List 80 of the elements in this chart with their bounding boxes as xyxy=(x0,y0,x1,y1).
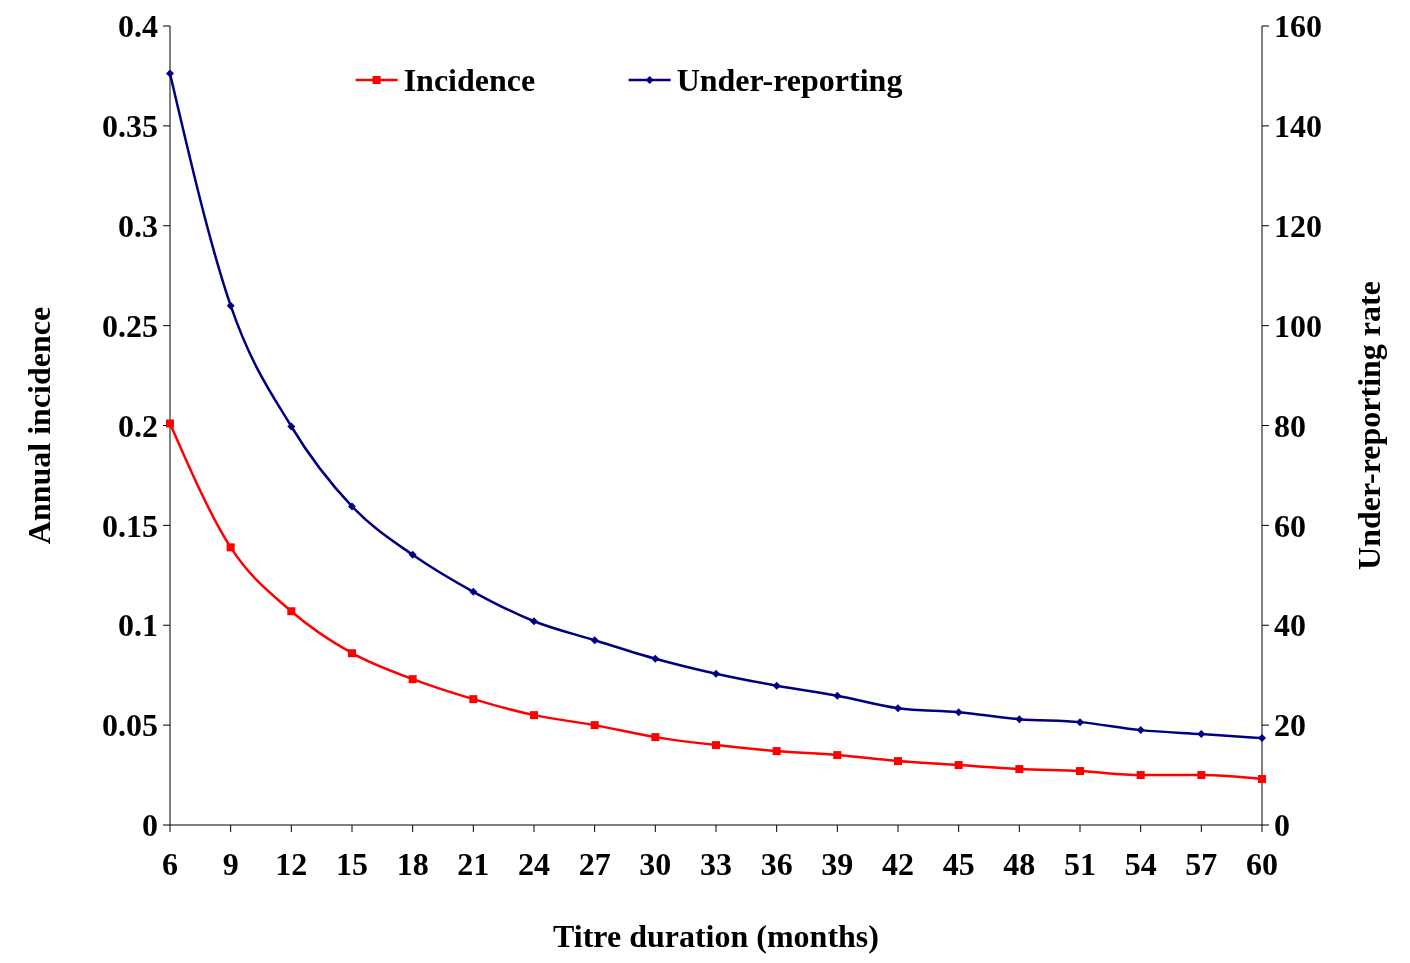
y2-tick-label: 120 xyxy=(1274,207,1322,244)
point xyxy=(469,695,478,704)
x-tick-label: 60 xyxy=(1246,846,1278,882)
x-tick-label: 39 xyxy=(821,846,854,882)
x-tick-label: 6 xyxy=(162,846,178,882)
point xyxy=(1136,771,1145,780)
x-axis-title: Titre duration (months) xyxy=(553,918,879,954)
y-tick-label: 0.4 xyxy=(118,8,158,45)
x-tick-label: 21 xyxy=(457,846,490,882)
point xyxy=(590,721,599,730)
point xyxy=(166,69,174,78)
y2-tick-label: 40 xyxy=(1274,607,1306,644)
point xyxy=(1136,726,1145,735)
point xyxy=(530,617,538,626)
y-tick-label: 0.05 xyxy=(102,707,158,744)
point xyxy=(894,704,902,713)
point xyxy=(894,757,902,766)
point xyxy=(651,733,660,742)
point xyxy=(833,691,842,700)
legend-label: Under-reporting xyxy=(676,62,903,99)
y-tick-label: 0.1 xyxy=(118,607,158,644)
x-tick-label: 57 xyxy=(1185,846,1218,882)
point xyxy=(772,681,781,690)
point xyxy=(226,543,235,552)
y-tick-label: 0.15 xyxy=(102,507,158,544)
point xyxy=(954,708,963,717)
y-tick-label: 0.3 xyxy=(118,207,158,244)
point xyxy=(348,502,356,511)
y2-tick-label: 140 xyxy=(1274,108,1322,145)
point xyxy=(530,711,538,720)
point xyxy=(408,550,417,559)
x-tick-label: 24 xyxy=(518,846,550,882)
x-tick-label: 45 xyxy=(942,846,975,882)
x-tick-label: 27 xyxy=(578,846,611,882)
y2-tick-label: 60 xyxy=(1274,507,1306,544)
point xyxy=(1015,765,1024,774)
y-tick-label: 0.2 xyxy=(118,407,158,444)
point xyxy=(1076,767,1084,776)
y2-tick-label: 0 xyxy=(1274,807,1290,844)
y2-tick-label: 160 xyxy=(1274,8,1322,45)
point xyxy=(712,669,720,678)
point xyxy=(408,675,417,684)
point xyxy=(833,751,842,760)
x-tick-label: 33 xyxy=(700,846,732,882)
y2-axis-title: Under-reporting rate xyxy=(1351,281,1387,570)
point xyxy=(772,747,781,756)
y-tick-label: 0.25 xyxy=(102,307,158,344)
point xyxy=(651,654,660,663)
x-tick-label: 54 xyxy=(1124,846,1157,882)
x-tick-label: 9 xyxy=(222,846,239,882)
x-tick-label: 12 xyxy=(275,846,308,882)
legend-label: Incidence xyxy=(403,62,536,99)
point xyxy=(287,607,296,616)
point xyxy=(348,649,356,658)
x-tick-label: 51 xyxy=(1064,846,1096,882)
point xyxy=(954,761,963,770)
y2-tick-label: 20 xyxy=(1274,707,1306,744)
y-axis-title: Annual incidence xyxy=(21,306,57,545)
point xyxy=(469,587,478,596)
y-tick-label: 0 xyxy=(142,807,158,844)
x-tick-label: 48 xyxy=(1003,846,1036,882)
y2-tick-label: 100 xyxy=(1274,307,1322,344)
point xyxy=(1258,775,1266,784)
point xyxy=(166,419,174,428)
point xyxy=(1015,715,1024,724)
x-tick-label: 30 xyxy=(639,846,672,882)
point xyxy=(226,301,235,310)
point xyxy=(1197,771,1206,780)
x-tick-label: 36 xyxy=(760,846,793,882)
point xyxy=(1258,734,1266,743)
point xyxy=(1076,718,1084,727)
y-tick-label: 0.35 xyxy=(102,108,158,145)
x-tick-label: 42 xyxy=(882,846,914,882)
point xyxy=(712,741,720,750)
y2-tick-label: 80 xyxy=(1274,407,1306,444)
x-tick-label: 15 xyxy=(336,846,368,882)
x-tick-label: 18 xyxy=(396,846,429,882)
point xyxy=(287,422,296,431)
point xyxy=(1197,730,1206,739)
point xyxy=(590,636,599,645)
